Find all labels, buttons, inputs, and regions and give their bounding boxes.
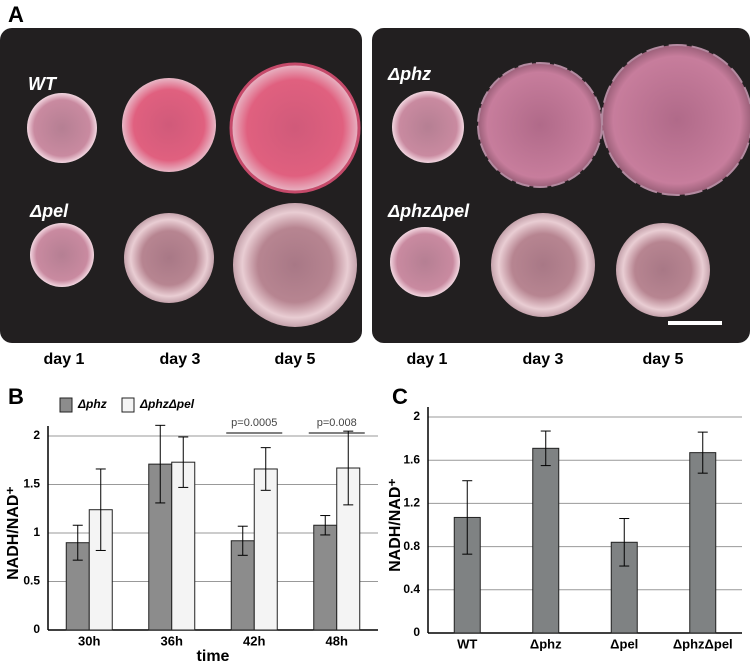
bar xyxy=(253,468,278,631)
annotation: p=0.008 xyxy=(317,417,357,429)
day-label: day 3 xyxy=(160,351,201,368)
x-axis-label: time xyxy=(197,648,230,663)
strain-label: ΔphzΔpel xyxy=(387,201,470,221)
strain-label: WT xyxy=(28,74,58,94)
x-tick-label: WT xyxy=(457,636,477,651)
y-tick-label: 1 xyxy=(33,525,40,539)
day-label: day 5 xyxy=(643,351,684,368)
day-label: day 1 xyxy=(407,351,448,368)
panel-label: B xyxy=(8,384,24,409)
legend-label: Δphz xyxy=(77,397,107,411)
x-tick-label: Δphz xyxy=(530,636,562,651)
x-tick-label: ΔphzΔpel xyxy=(673,636,733,651)
annotation: p=0.0005 xyxy=(231,417,277,429)
x-tick-label: 42h xyxy=(243,633,265,648)
y-axis-label: NADH/NAD⁺ xyxy=(387,478,404,572)
x-tick-label: Δpel xyxy=(610,636,638,651)
strain-label: Δpel xyxy=(29,201,69,221)
legend-swatch xyxy=(59,397,73,413)
day-label: day 5 xyxy=(275,351,316,368)
y-tick-label: 1.6 xyxy=(403,452,420,466)
day-label: day 1 xyxy=(44,351,85,368)
y-tick-label: 1.5 xyxy=(23,477,40,491)
y-tick-label: 0.5 xyxy=(23,574,40,588)
y-tick-label: 1.2 xyxy=(403,496,420,510)
panel-label: A xyxy=(8,2,24,27)
y-tick-label: 0 xyxy=(413,625,420,639)
y-tick-label: 0.8 xyxy=(403,539,420,553)
day-label: day 3 xyxy=(523,351,564,368)
x-tick-label: 48h xyxy=(326,633,348,648)
legend-swatch xyxy=(121,397,135,413)
y-axis-label: NADH/NAD⁺ xyxy=(5,486,22,580)
bar xyxy=(313,524,338,631)
legend-label: ΔphzΔpel xyxy=(139,397,195,411)
y-tick-label: 2 xyxy=(413,409,420,423)
x-tick-label: 30h xyxy=(78,633,100,648)
bar xyxy=(532,447,560,634)
y-tick-label: 0.4 xyxy=(403,582,420,596)
bar xyxy=(689,452,717,634)
y-tick-label: 0 xyxy=(33,622,40,636)
y-tick-label: 2 xyxy=(33,428,40,442)
panel-label: C xyxy=(392,384,408,409)
strain-label: Δphz xyxy=(387,64,431,84)
x-tick-label: 36h xyxy=(161,633,183,648)
colonies xyxy=(27,44,750,327)
